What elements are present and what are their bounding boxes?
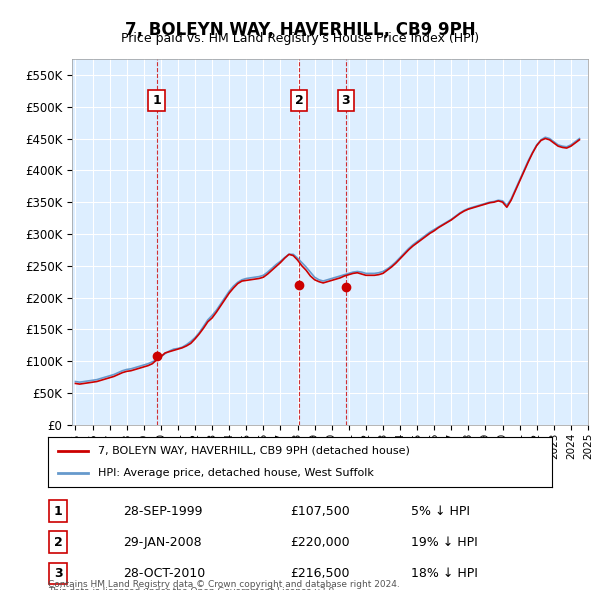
Text: 1: 1: [152, 94, 161, 107]
Text: 7, BOLEYN WAY, HAVERHILL, CB9 9PH (detached house): 7, BOLEYN WAY, HAVERHILL, CB9 9PH (detac…: [98, 445, 410, 455]
Text: £107,500: £107,500: [290, 504, 350, 517]
Text: 5% ↓ HPI: 5% ↓ HPI: [411, 504, 470, 517]
Text: Price paid vs. HM Land Registry's House Price Index (HPI): Price paid vs. HM Land Registry's House …: [121, 32, 479, 45]
Text: 1: 1: [54, 504, 62, 517]
Text: 2: 2: [54, 536, 62, 549]
Text: Contains HM Land Registry data © Crown copyright and database right 2024.: Contains HM Land Registry data © Crown c…: [48, 580, 400, 589]
Text: £220,000: £220,000: [290, 536, 350, 549]
Text: 3: 3: [54, 567, 62, 580]
Text: 3: 3: [341, 94, 350, 107]
Text: 28-OCT-2010: 28-OCT-2010: [124, 567, 206, 580]
Text: 29-JAN-2008: 29-JAN-2008: [124, 536, 202, 549]
Text: 19% ↓ HPI: 19% ↓ HPI: [411, 536, 478, 549]
Text: 28-SEP-1999: 28-SEP-1999: [124, 504, 203, 517]
Text: £216,500: £216,500: [290, 567, 349, 580]
Text: 7, BOLEYN WAY, HAVERHILL, CB9 9PH: 7, BOLEYN WAY, HAVERHILL, CB9 9PH: [125, 21, 475, 39]
Text: 18% ↓ HPI: 18% ↓ HPI: [411, 567, 478, 580]
Text: This data is licensed under the Open Government Licence v3.0.: This data is licensed under the Open Gov…: [48, 587, 337, 590]
Text: HPI: Average price, detached house, West Suffolk: HPI: Average price, detached house, West…: [98, 468, 374, 478]
Text: 2: 2: [295, 94, 303, 107]
